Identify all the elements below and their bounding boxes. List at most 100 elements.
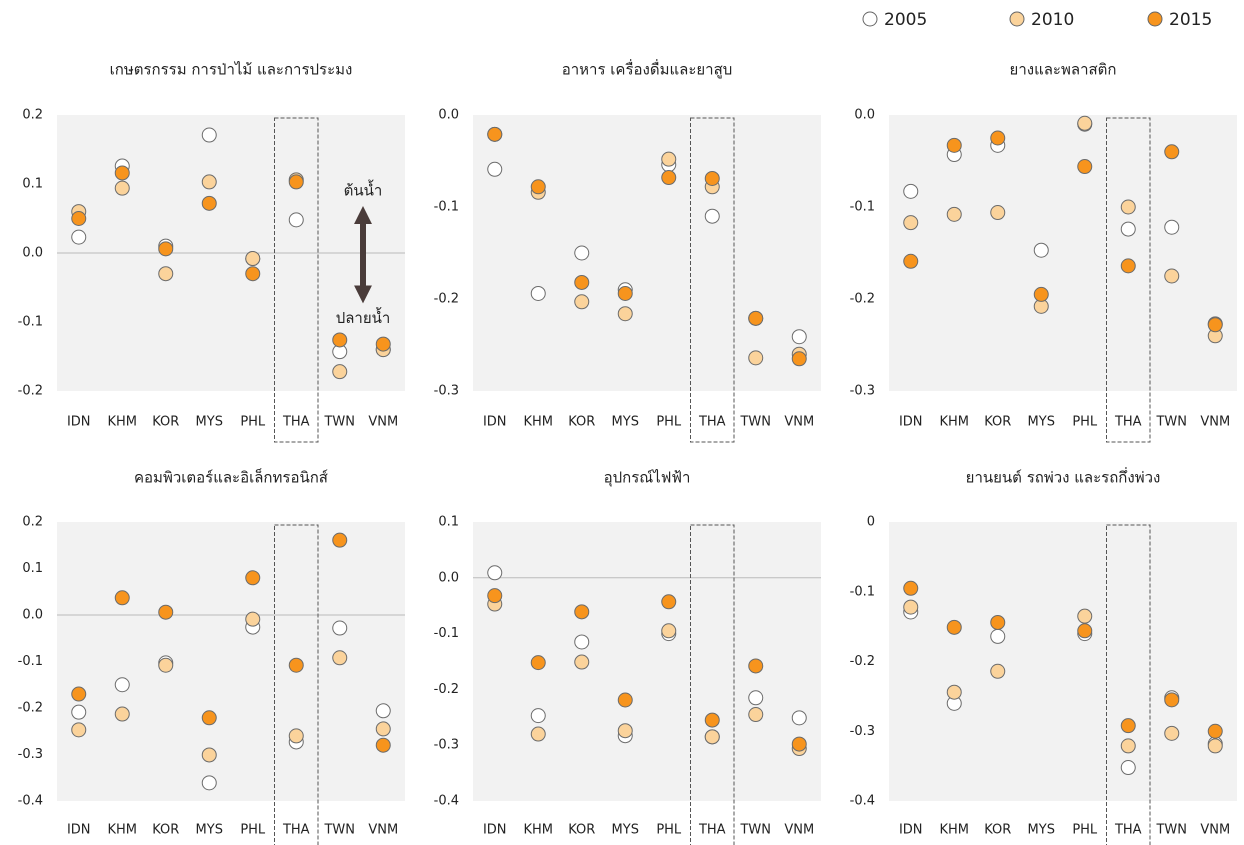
dot bbox=[946, 619, 962, 635]
dot bbox=[990, 130, 1006, 146]
dot bbox=[530, 655, 546, 671]
y-tick-label: 0.1 bbox=[22, 561, 43, 576]
chart-title: ยางและพลาสติก bbox=[1010, 61, 1117, 79]
dot bbox=[530, 708, 546, 724]
dot bbox=[375, 703, 391, 719]
dot bbox=[487, 588, 503, 604]
x-tick-label: KHM bbox=[107, 415, 137, 430]
dot bbox=[375, 721, 391, 737]
x-tick-label: VNM bbox=[784, 415, 814, 430]
dot bbox=[487, 126, 503, 142]
dot bbox=[245, 611, 261, 627]
dot bbox=[332, 620, 348, 636]
legend-marker bbox=[1009, 11, 1025, 27]
dot bbox=[1120, 258, 1136, 274]
dot bbox=[1033, 286, 1049, 302]
legend-marker bbox=[1147, 11, 1163, 27]
dot bbox=[903, 253, 919, 269]
y-tick-label: 0.0 bbox=[22, 608, 43, 623]
dot bbox=[617, 285, 633, 301]
x-tick-label: THA bbox=[1114, 823, 1142, 838]
dot bbox=[661, 151, 677, 167]
dot bbox=[114, 180, 130, 196]
legend-marker bbox=[862, 11, 878, 27]
y-tick-label: 0.2 bbox=[22, 515, 43, 530]
x-tick-label: PHL bbox=[1072, 415, 1098, 430]
dot bbox=[1207, 317, 1223, 333]
dot bbox=[990, 663, 1006, 679]
dot bbox=[1120, 199, 1136, 215]
dot bbox=[574, 294, 590, 310]
x-tick-label: MYS bbox=[1028, 415, 1055, 430]
dot bbox=[1077, 623, 1093, 639]
legend-label: 2010 bbox=[1031, 10, 1074, 30]
x-tick-label: VNM bbox=[784, 823, 814, 838]
dot bbox=[748, 707, 764, 723]
dot bbox=[288, 657, 304, 673]
dot bbox=[288, 728, 304, 744]
x-tick-label: MYS bbox=[612, 415, 639, 430]
chart-title: ยานยนต์ รถพ่วง และรถกึ่งพ่วง bbox=[966, 467, 1161, 487]
plot-area bbox=[57, 522, 405, 801]
dot bbox=[574, 245, 590, 261]
dot bbox=[990, 628, 1006, 644]
dot bbox=[1164, 268, 1180, 284]
x-tick-label: MYS bbox=[1028, 823, 1055, 838]
dot bbox=[245, 251, 261, 267]
dot bbox=[71, 211, 87, 226]
dot bbox=[201, 195, 217, 211]
highlight-box bbox=[274, 117, 319, 443]
dot bbox=[748, 310, 764, 326]
y-tick-label: -0.4 bbox=[850, 794, 875, 809]
dot bbox=[574, 604, 590, 620]
dot bbox=[1033, 242, 1049, 258]
dot bbox=[990, 614, 1006, 630]
highlight-box bbox=[1106, 524, 1151, 845]
x-tick-label: KOR bbox=[152, 823, 179, 838]
x-tick-label: TWN bbox=[739, 415, 771, 430]
y-tick-label: -0.1 bbox=[434, 200, 459, 215]
dot bbox=[617, 692, 633, 708]
x-tick-label: PHL bbox=[1072, 823, 1098, 838]
y-tick-label: 0.1 bbox=[22, 177, 43, 192]
dot bbox=[1207, 723, 1223, 739]
dot bbox=[288, 212, 304, 228]
dot bbox=[1077, 608, 1093, 624]
x-tick-label: VNM bbox=[1200, 415, 1230, 430]
legend-label: 2005 bbox=[884, 10, 927, 30]
dot bbox=[1164, 219, 1180, 235]
y-tick-label: 0.0 bbox=[438, 570, 459, 585]
highlight-box bbox=[690, 524, 735, 845]
plot-area bbox=[889, 115, 1237, 391]
y-tick-label: 0.2 bbox=[22, 108, 43, 123]
dot bbox=[114, 677, 130, 693]
plot-area bbox=[473, 115, 821, 391]
dot bbox=[71, 229, 87, 245]
dot bbox=[1120, 760, 1136, 776]
annotation: ปลายน้ำ bbox=[336, 307, 391, 327]
dot bbox=[201, 775, 217, 791]
x-tick-label: KOR bbox=[984, 415, 1011, 430]
dot bbox=[903, 580, 919, 596]
dot bbox=[704, 712, 720, 728]
dot bbox=[114, 590, 130, 606]
x-tick-label: KHM bbox=[107, 823, 137, 838]
dot bbox=[201, 174, 217, 190]
dot bbox=[903, 183, 919, 199]
y-tick-label: -0.3 bbox=[18, 747, 43, 762]
x-tick-label: MYS bbox=[612, 823, 639, 838]
x-tick-label: IDN bbox=[899, 415, 923, 430]
dot bbox=[201, 747, 217, 763]
dot bbox=[158, 241, 174, 257]
y-tick-label: -0.2 bbox=[18, 384, 43, 399]
dot bbox=[114, 165, 130, 181]
x-tick-label: IDN bbox=[67, 415, 91, 430]
y-tick-label: 0 bbox=[867, 515, 875, 530]
dot bbox=[946, 684, 962, 700]
y-tick-label: -0.3 bbox=[850, 724, 875, 739]
x-tick-label: PHL bbox=[240, 415, 266, 430]
dot bbox=[704, 170, 720, 186]
y-tick-label: -0.4 bbox=[434, 794, 459, 809]
x-tick-label: KOR bbox=[568, 415, 595, 430]
dot bbox=[487, 565, 503, 581]
